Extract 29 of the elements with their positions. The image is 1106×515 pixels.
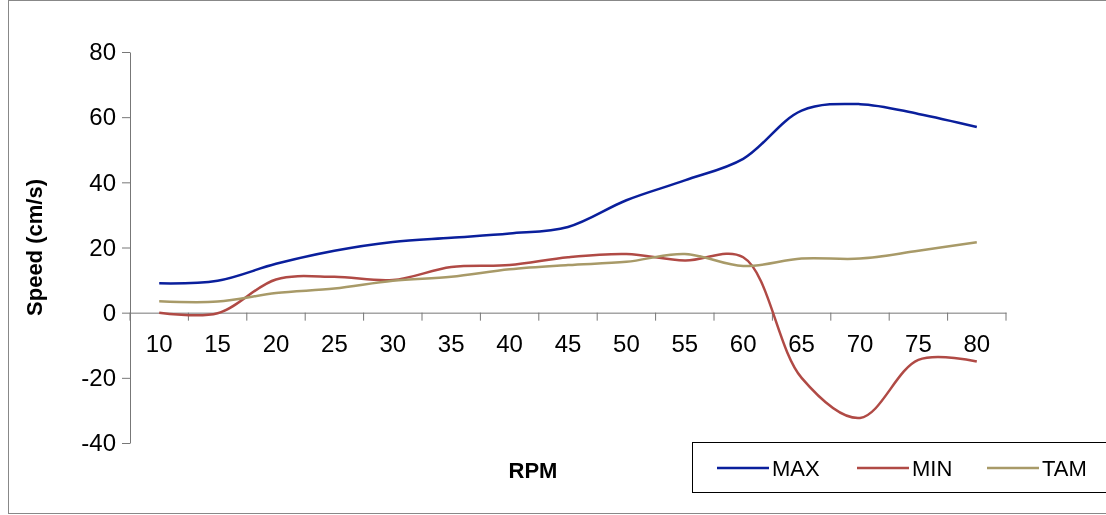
x-tick-label: 55 [671,329,699,357]
x-tick-label: 45 [554,329,582,357]
x-tick-label: 65 [788,329,815,357]
x-tick-label: 30 [379,329,407,357]
y-tick-label: 40 [89,168,116,196]
x-tick-label: 10 [145,329,173,357]
y-tick-label: 20 [89,233,116,261]
y-tick-label: -20 [81,364,116,392]
x-tick-label: 70 [846,329,874,357]
x-tick-label: 80 [963,329,991,357]
legend-label: MIN [912,456,953,481]
x-tick-label: 40 [496,329,523,357]
line-series [157,102,979,285]
y-tick-label: -40 [81,429,116,457]
x-tick-label: 60 [729,329,757,357]
line-series [157,241,979,304]
x-tick-label: 75 [905,329,932,357]
y-axis-title: Speed (cm/s) [22,179,47,316]
y-tick-label: 0 [102,298,116,326]
legend-label: TAM [1042,456,1087,481]
x-axis-title: RPM [508,458,558,483]
x-tick-label: 20 [262,329,290,357]
x-tick-label: 25 [321,329,348,357]
x-tick-label: 35 [437,329,465,357]
x-tick-label: 50 [613,329,640,357]
y-tick-label: 60 [89,103,116,131]
x-tick-label: 15 [204,329,231,357]
y-tick-label: 80 [89,38,116,66]
legend-label: MAX [772,456,820,481]
